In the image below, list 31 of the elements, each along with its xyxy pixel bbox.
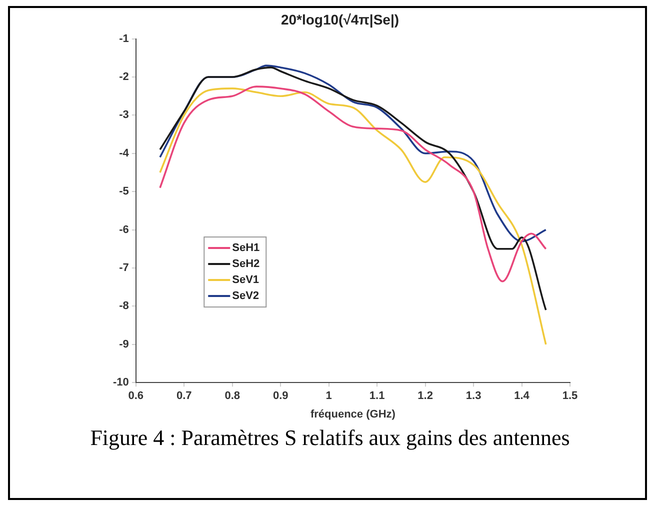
- line-series: [159, 64, 547, 242]
- y-tick-label: -2: [119, 71, 129, 84]
- x-tick-label: 1.4: [514, 390, 530, 402]
- y-tick-label: -5: [119, 186, 129, 198]
- x-tick-label: 0.8: [224, 390, 240, 402]
- legend-label: SeH2: [232, 258, 260, 270]
- caption: Figure 4 : Paramètres S relatifs aux gains des antennes: [89, 425, 571, 451]
- y-tick-label: -4: [119, 147, 130, 160]
- x-tick-label: 1.3: [466, 390, 482, 402]
- legend-label: SeV1: [232, 274, 260, 286]
- y-tick-label: -8: [119, 300, 129, 312]
- x-axis-title: fréquence (GHz): [310, 408, 396, 420]
- x-tick-label: 1.1: [369, 390, 385, 402]
- x-tick-label: 1.5: [562, 390, 578, 402]
- y-tick-label: -3: [119, 109, 129, 122]
- y-tick-label: -1: [119, 32, 129, 45]
- y-tick-label: -6: [119, 224, 129, 236]
- x-tick-label: 0.7: [176, 390, 192, 402]
- line-series: [159, 86, 547, 282]
- legend-label: SeH1: [232, 242, 260, 254]
- y-tick-label: -10: [112, 376, 129, 389]
- x-tick-label: 0.9: [272, 390, 288, 402]
- x-tick-label: 0.6: [128, 390, 144, 402]
- line-series: [159, 66, 547, 311]
- legend-label: SeV2: [232, 290, 260, 302]
- x-tick-label: 1.2: [418, 390, 433, 402]
- line-series: [159, 88, 547, 346]
- y-tick-label: -7: [119, 262, 129, 274]
- x-tick-label: 1: [326, 390, 332, 402]
- chart-title: 20*log10(√4π|Se|): [280, 11, 400, 28]
- y-tick-label: -9: [119, 338, 129, 350]
